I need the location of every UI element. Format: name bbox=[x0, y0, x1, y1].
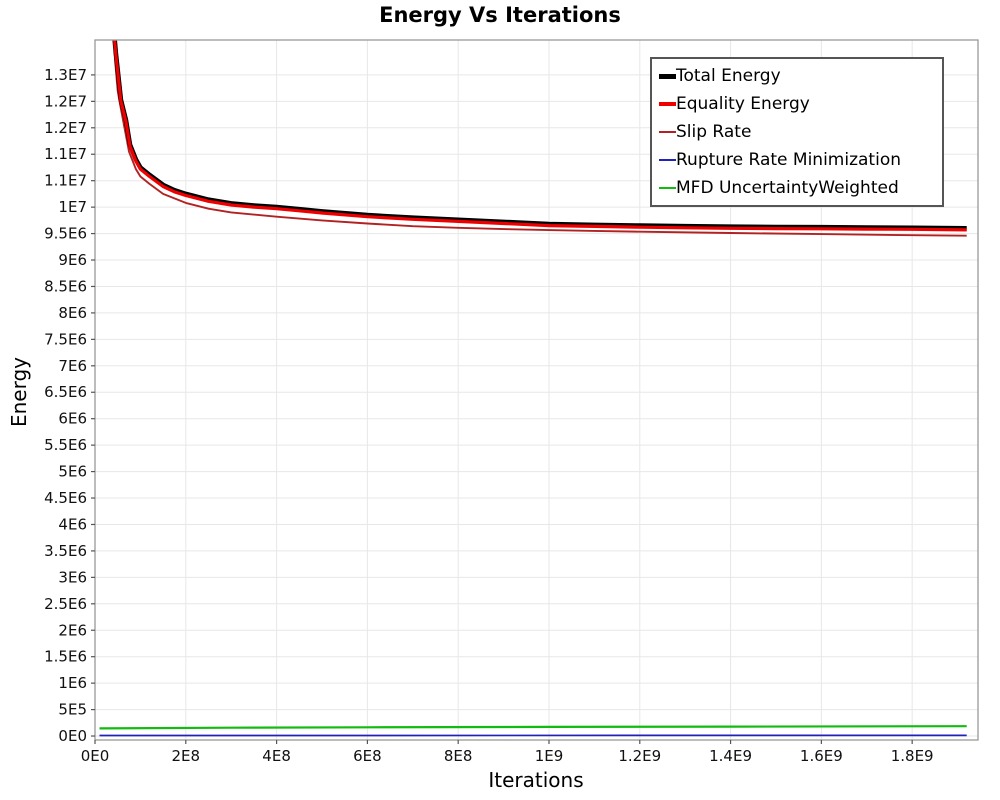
legend-swatch bbox=[659, 102, 676, 106]
legend-item: MFD UncertaintyWeighted bbox=[659, 174, 938, 202]
y-tick-label: 2.5E6 bbox=[44, 595, 87, 613]
y-tick-label: 4E6 bbox=[58, 515, 87, 533]
x-tick-label: 1.2E9 bbox=[618, 747, 661, 765]
x-tick-label: 1.4E9 bbox=[709, 747, 752, 765]
legend-swatch bbox=[659, 73, 676, 79]
x-tick-label: 1E9 bbox=[535, 747, 564, 765]
y-tick-label: 3E6 bbox=[58, 568, 87, 586]
legend-item: Total Energy bbox=[659, 62, 938, 90]
y-tick-label: 8E6 bbox=[58, 304, 87, 322]
y-tick-label: 3.5E6 bbox=[44, 542, 87, 560]
legend-swatch bbox=[659, 159, 676, 161]
legend-item-label: Rupture Rate Minimization bbox=[676, 150, 901, 170]
x-tick-label: 1.6E9 bbox=[800, 747, 843, 765]
y-tick-label: 1.3E7 bbox=[44, 66, 87, 84]
plot-border bbox=[94, 39, 979, 741]
legend-item: Rupture Rate Minimization bbox=[659, 146, 938, 174]
y-tick-label: 5E6 bbox=[58, 463, 87, 481]
legend-item-label: Total Energy bbox=[676, 66, 781, 86]
series-line-mfd-uncertaintyweighted bbox=[99, 725, 967, 730]
x-tick-label: 2E8 bbox=[172, 747, 201, 765]
y-tick-label: 9.5E6 bbox=[44, 225, 87, 243]
x-tick-label: 1.8E9 bbox=[891, 747, 934, 765]
y-tick-label: 1.2E7 bbox=[44, 92, 87, 110]
y-tick-label: 5E5 bbox=[58, 701, 87, 719]
x-axis-title: Iterations bbox=[488, 768, 584, 792]
legend-item-label: MFD UncertaintyWeighted bbox=[676, 178, 899, 198]
y-tick-label: 7.5E6 bbox=[44, 330, 87, 348]
y-tick-label: 8.5E6 bbox=[44, 277, 87, 295]
legend-item-label: Equality Energy bbox=[676, 94, 810, 114]
y-tick-label: 2E6 bbox=[58, 621, 87, 639]
y-tick-label: 0E0 bbox=[58, 727, 87, 745]
x-tick-label: 8E8 bbox=[444, 747, 473, 765]
legend-swatch bbox=[659, 186, 676, 190]
y-tick-label: 1.2E7 bbox=[44, 119, 87, 137]
y-tick-label: 4.5E6 bbox=[44, 489, 87, 507]
legend-swatch bbox=[659, 130, 676, 134]
series-line-slip-rate bbox=[113, 40, 967, 237]
y-tick-label: 7E6 bbox=[58, 357, 87, 375]
y-tick-label: 1E7 bbox=[58, 198, 87, 216]
series-line-equality-energy bbox=[113, 40, 967, 232]
y-tick-label: 6.5E6 bbox=[44, 383, 87, 401]
y-tick-label: 6E6 bbox=[58, 410, 87, 428]
legend-item: Slip Rate bbox=[659, 118, 938, 146]
y-tick-label: 9E6 bbox=[58, 251, 87, 269]
y-tick-label: 1.1E7 bbox=[44, 145, 87, 163]
legend-item-label: Slip Rate bbox=[676, 122, 752, 142]
chart-title: Energy Vs Iterations bbox=[379, 3, 621, 27]
y-tick-label: 1E6 bbox=[58, 674, 87, 692]
x-tick-label: 0E0 bbox=[81, 747, 110, 765]
legend-item: Equality Energy bbox=[659, 90, 938, 118]
x-tick-label: 4E8 bbox=[262, 747, 291, 765]
y-tick-label: 1.1E7 bbox=[44, 172, 87, 190]
y-tick-label: 5.5E6 bbox=[44, 436, 87, 454]
x-tick-label: 6E8 bbox=[353, 747, 382, 765]
legend: Total Energy Equality Energy Slip Rate Rupt… bbox=[650, 57, 944, 207]
y-tick-label: 1.5E6 bbox=[44, 648, 87, 666]
